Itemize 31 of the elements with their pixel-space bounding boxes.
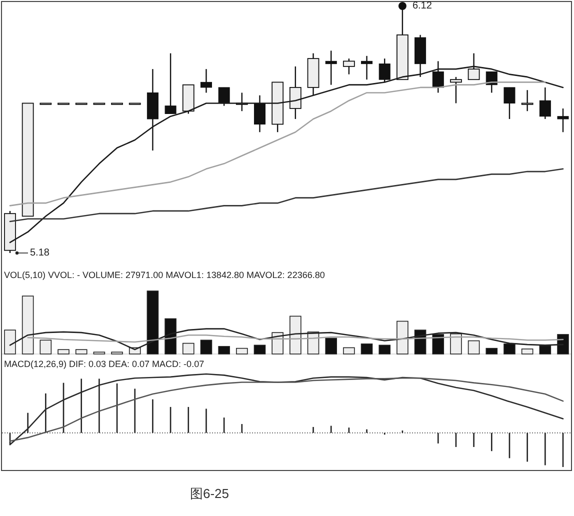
- candlestick: [450, 76, 462, 104]
- candlestick: [254, 94, 266, 133]
- candlestick: [218, 86, 230, 106]
- annotation: 6.12: [412, 0, 432, 12]
- candlestick: [325, 50, 337, 86]
- bar: [378, 344, 391, 354]
- candlestick: [200, 68, 212, 94]
- bar: [468, 340, 480, 354]
- bar: [236, 348, 248, 354]
- candlestick: [539, 86, 551, 120]
- bar: [360, 344, 373, 354]
- bar: [182, 342, 194, 354]
- chart-title: MACD(12,26,9) DIF: 0.03 DEA: 0.07 MACD: -0.07: [4, 359, 204, 369]
- caption: 图6-25: [190, 486, 230, 501]
- candlestick: [557, 108, 569, 133]
- bar: [75, 349, 88, 354]
- candlestick: [342, 58, 355, 75]
- candlestick: [521, 89, 534, 112]
- bar: [521, 348, 534, 354]
- candlestick: [504, 86, 516, 120]
- bar: [486, 348, 498, 354]
- annotation: 5.18: [30, 248, 50, 259]
- bar: [254, 344, 266, 354]
- bar: [200, 340, 212, 354]
- bar: [218, 346, 230, 354]
- chart-title: VOL(5,10) VVOL: - VOLUME: 27971.00 MAVOL1: 13842.80 MAVOL2: 22366.80: [4, 270, 325, 280]
- bar: [343, 347, 355, 354]
- bar: [58, 349, 70, 354]
- candlestick: [361, 55, 373, 80]
- bar: [40, 340, 52, 354]
- bar: [325, 338, 337, 354]
